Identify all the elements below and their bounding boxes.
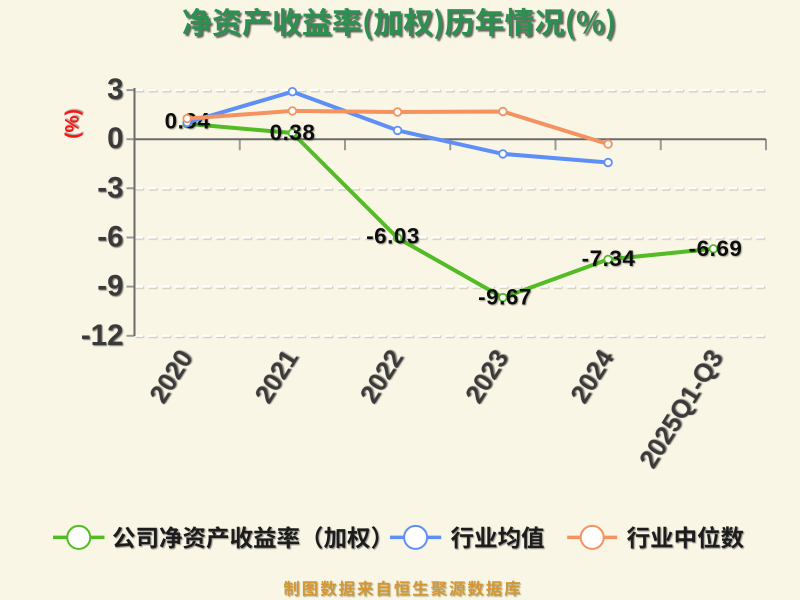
svg-text:-6: -6 bbox=[97, 221, 123, 254]
svg-text:-9.67: -9.67 bbox=[478, 284, 532, 309]
svg-text:-9: -9 bbox=[97, 270, 123, 303]
svg-text:3: 3 bbox=[107, 73, 123, 106]
svg-text:(%): (%) bbox=[63, 109, 84, 139]
svg-text:-3: -3 bbox=[97, 171, 123, 204]
svg-text:-12: -12 bbox=[81, 319, 124, 352]
svg-text:0: 0 bbox=[107, 122, 123, 155]
svg-text:0.38: 0.38 bbox=[270, 120, 316, 145]
svg-text:-7.34: -7.34 bbox=[582, 246, 636, 271]
svg-text:-6.69: -6.69 bbox=[689, 236, 743, 261]
svg-text:-6.03: -6.03 bbox=[366, 223, 420, 248]
